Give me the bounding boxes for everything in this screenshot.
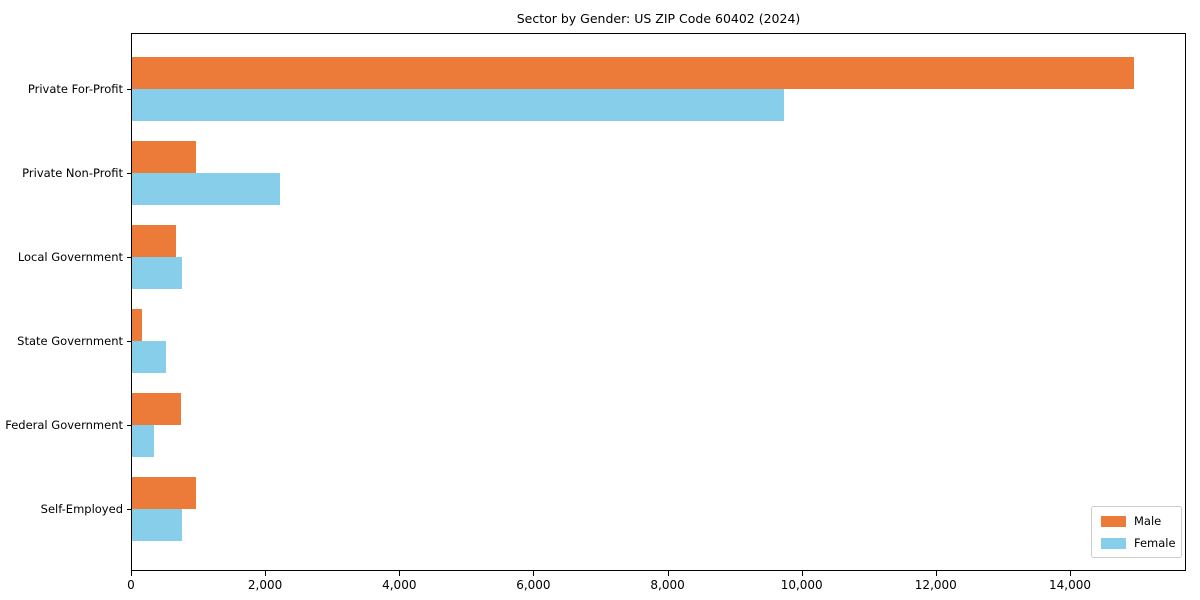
y-tick-label-self-employed: Self-Employed	[40, 502, 123, 516]
x-tick-mark	[131, 571, 132, 576]
y-tick-label-private-for-profit: Private For-Profit	[27, 82, 123, 96]
x-tick-label: 8,000	[650, 578, 685, 592]
bar-female-private-for-profit	[132, 89, 785, 121]
legend-item-female: Female	[1101, 536, 1176, 550]
y-tick-mark	[127, 257, 131, 258]
x-axis: 0 2,000 4,000 6,000 8,000 10,000 12,000 14,000	[127, 571, 1186, 599]
legend-label-male: Male	[1134, 514, 1162, 528]
y-tick-label-state-government: State Government	[17, 334, 123, 348]
x-tick-mark	[533, 571, 535, 576]
bar-male-self-employed	[132, 477, 197, 509]
bar-male-local-government	[132, 225, 176, 257]
y-tick-mark	[127, 89, 131, 90]
female-swatch-icon	[1101, 537, 1126, 549]
x-tick-label: 12,000	[914, 578, 957, 592]
bar-female-self-employed	[132, 509, 182, 541]
male-swatch-icon	[1101, 515, 1126, 527]
y-tick-mark	[127, 173, 131, 174]
x-tick-label: 6,000	[516, 578, 551, 592]
x-tick-label: 2,000	[247, 578, 283, 592]
x-tick-mark	[265, 571, 267, 576]
bar-female-local-government	[132, 257, 182, 289]
legend-label-female: Female	[1134, 536, 1176, 550]
bar-male-state-government	[132, 309, 143, 341]
x-tick-label: 0	[127, 578, 135, 592]
x-tick-label: 4,000	[382, 578, 417, 592]
legend-item-male: Male	[1101, 514, 1172, 528]
x-tick-label: 10,000	[780, 578, 823, 592]
y-axis: Private For-Profit Private Non-Profit Loca…	[0, 33, 131, 571]
chart-title: Sector by Gender: US ZIP Code 60402 (202…	[516, 11, 801, 26]
y-tick-mark	[127, 509, 131, 510]
y-tick-label-local-government: Local Government	[17, 250, 123, 264]
legend: Male Female	[1091, 506, 1182, 558]
x-tick-mark	[801, 571, 803, 576]
bar-female-state-government	[132, 341, 167, 373]
y-tick-label-private-non-profit: Private Non-Profit	[22, 166, 123, 180]
x-tick-mark	[399, 571, 401, 576]
bar-male-federal-government	[132, 393, 181, 425]
x-tick-label: 14,000	[1049, 578, 1091, 592]
plot-area: Male Female	[131, 33, 1186, 571]
bar-male-private-non-profit	[132, 141, 197, 173]
bar-male-private-for-profit	[132, 57, 1134, 89]
bar-female-federal-government	[132, 425, 154, 457]
x-tick-mark	[935, 571, 937, 576]
x-tick-mark	[1070, 571, 1071, 576]
bar-female-private-non-profit	[132, 173, 281, 205]
y-tick-label-federal-government: Federal Government	[5, 418, 123, 432]
y-tick-mark	[127, 341, 131, 342]
y-tick-mark	[127, 425, 131, 426]
x-tick-mark	[667, 571, 669, 576]
